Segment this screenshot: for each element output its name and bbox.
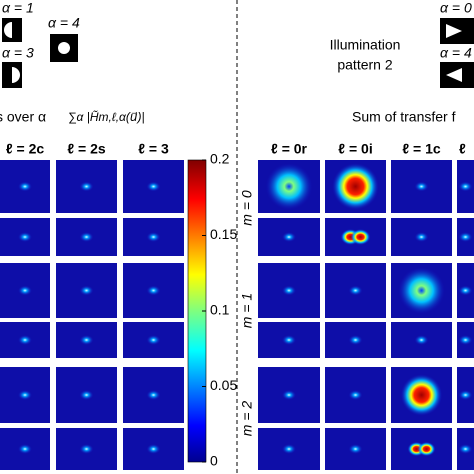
column-label: ℓ = 2c (6, 141, 45, 157)
spot (348, 285, 363, 296)
spot (79, 232, 94, 242)
spot (146, 390, 161, 400)
colorbar-label: 0.2 (210, 151, 230, 167)
panels: ℓ = 2c ℓ = 2s ℓ = 3 ℓ = 0r ℓ = 0i ℓ = 1c ℓ m = … (0, 141, 474, 470)
spot (79, 390, 94, 400)
colorbar-label: 0 (210, 453, 218, 469)
spot (79, 285, 94, 296)
formula: ∑α |H̃m,ℓ,α(u⃗)| (68, 109, 145, 124)
spot (18, 181, 32, 192)
row-label: m = 0 (239, 190, 255, 226)
spot (282, 390, 296, 400)
label: α = 4 (440, 45, 472, 61)
spot (79, 444, 94, 454)
title: pattern 2 (337, 57, 392, 73)
spot (282, 232, 296, 242)
label: α = 0 (440, 0, 472, 16)
spot (348, 335, 363, 345)
spot (458, 232, 473, 242)
spot (265, 163, 313, 210)
column-label: ℓ = 2s (67, 141, 106, 157)
label: α = 3 (2, 45, 34, 61)
label: α = 4 (48, 15, 80, 31)
spot (18, 232, 32, 242)
spot (18, 285, 32, 296)
title: Illumination (330, 37, 401, 53)
spot (332, 163, 379, 210)
spot (458, 181, 473, 192)
spot (282, 444, 296, 454)
spot (146, 444, 161, 454)
spot (398, 267, 445, 314)
column-label: ℓ = 3 (138, 141, 169, 157)
row-label: m = 1 (239, 293, 255, 328)
column-label: ℓ (459, 141, 466, 157)
row-label: m = 2 (239, 401, 255, 437)
spot (18, 335, 32, 345)
label: α = 1 (2, 0, 34, 16)
spot (18, 390, 32, 400)
spot (414, 335, 429, 345)
colorbar-label: 0.05 (210, 377, 237, 393)
spot (400, 374, 443, 416)
column-label: ℓ = 1c (402, 141, 441, 157)
spot (282, 285, 296, 296)
spot (146, 285, 161, 296)
panel-title: s over α (0, 109, 46, 125)
spot (79, 335, 94, 345)
spot (458, 335, 473, 345)
spot (458, 285, 473, 296)
spot (348, 444, 363, 454)
panel-title: Sum of transfer f (352, 109, 456, 125)
column-label: ℓ = 0i (338, 141, 372, 157)
spot (18, 444, 32, 454)
spot (458, 390, 473, 400)
spot (414, 232, 429, 242)
spot (414, 181, 429, 192)
column-label: ℓ = 0r (271, 141, 308, 157)
spot (417, 441, 436, 457)
spot (350, 229, 371, 245)
spot (146, 181, 161, 192)
spot (282, 335, 296, 345)
spot (146, 232, 161, 242)
colorbar-label: 0.1 (210, 302, 230, 318)
spot (458, 444, 473, 454)
spot (79, 181, 94, 192)
spot (348, 390, 363, 400)
colorbar-label: 0.15 (210, 226, 237, 242)
spot (146, 335, 161, 345)
